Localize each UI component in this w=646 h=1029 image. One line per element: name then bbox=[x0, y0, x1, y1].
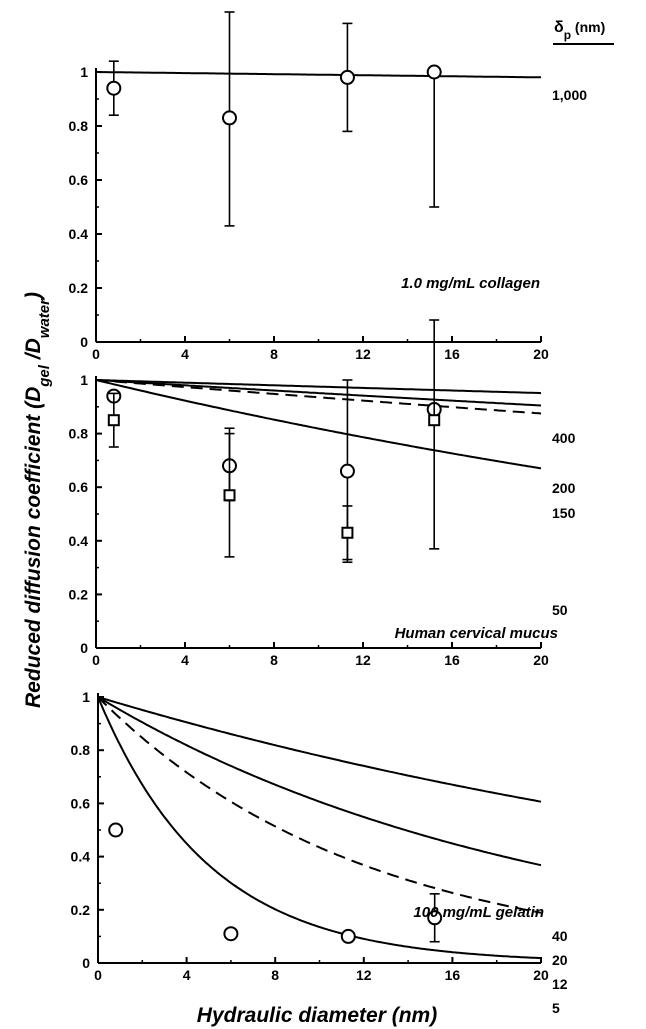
curve-delta-40 bbox=[98, 696, 542, 803]
y-tick-label: 0.2 bbox=[69, 280, 89, 296]
y-axis-title-mid: /D bbox=[22, 338, 45, 365]
curve-label: 150 bbox=[552, 505, 576, 521]
x-tick-label: 8 bbox=[270, 346, 278, 362]
curve-delta-50 bbox=[96, 379, 542, 470]
data-point-circle bbox=[426, 64, 442, 80]
data-point-circle bbox=[106, 80, 122, 96]
y-axis-title: Reduced diffusion coefficient (Dgel /Dwa… bbox=[22, 292, 53, 708]
y-axis-title-suffix: ) bbox=[22, 292, 45, 301]
curve-label: 5 bbox=[552, 1000, 560, 1016]
x-tick-label: 4 bbox=[181, 652, 189, 668]
data-point-square bbox=[341, 526, 354, 539]
y-tick-label: 0.8 bbox=[71, 742, 91, 758]
curve-delta-20 bbox=[98, 696, 542, 867]
data-point-circle bbox=[339, 69, 355, 85]
x-tick-label: 20 bbox=[533, 346, 549, 362]
data-point-circle bbox=[108, 822, 124, 838]
data-point-circle bbox=[427, 910, 443, 926]
y-tick-label: 0.4 bbox=[69, 533, 89, 549]
x-tick-label: 16 bbox=[444, 346, 460, 362]
y-tick-label: 0.6 bbox=[71, 795, 91, 811]
x-tick-label: 0 bbox=[92, 346, 100, 362]
curve-label: 1,000 bbox=[552, 87, 587, 103]
x-tick-label: 12 bbox=[355, 652, 371, 668]
x-tick-label: 0 bbox=[94, 967, 102, 983]
legend-title-main: δ bbox=[554, 19, 564, 36]
data-point-circle bbox=[340, 928, 356, 944]
curve-delta-5 bbox=[98, 696, 542, 960]
y-tick-label: 1 bbox=[82, 689, 90, 705]
y-tick-label: 1 bbox=[80, 64, 88, 80]
x-tick-label: 20 bbox=[533, 967, 549, 983]
x-tick-label: 4 bbox=[181, 346, 189, 362]
x-tick-label: 4 bbox=[183, 967, 191, 983]
panel-annotation: 100 mg/mL gelatin bbox=[413, 904, 544, 921]
x-tick-label: 0 bbox=[92, 652, 100, 668]
curve-label: 200 bbox=[552, 480, 576, 496]
chart-panel-1: 0 4 8 12 16 20 0 0.2 0.4 0.6 0.8 1 1,000 1.0 mg/mL co… bbox=[69, 11, 587, 362]
legend-title-unit: (nm) bbox=[571, 19, 605, 35]
data-point-square bbox=[223, 489, 236, 502]
curve-label: 40 bbox=[552, 928, 568, 944]
y-tick-label: 0 bbox=[80, 640, 88, 656]
chart-panel-2: 0 4 8 12 16 2000.20.40.60.8140020015050Human … bbox=[69, 319, 576, 668]
panel-annotation: 1.0 mg/mL collagen bbox=[401, 275, 540, 292]
x-tick-label: 8 bbox=[270, 652, 278, 668]
x-tick-label: 20 bbox=[533, 652, 549, 668]
x-tick-label: 16 bbox=[444, 652, 460, 668]
y-tick-label: 0.8 bbox=[69, 118, 89, 134]
legend-title-sub: p bbox=[564, 28, 571, 42]
curve-label: 12 bbox=[552, 976, 568, 992]
curve-delta-200 bbox=[96, 379, 542, 407]
x-tick-label: 8 bbox=[271, 967, 279, 983]
curve-delta-12 bbox=[98, 696, 542, 914]
data-point-circle bbox=[223, 926, 239, 942]
x-tick-label: 12 bbox=[355, 346, 371, 362]
y-tick-label: 0 bbox=[80, 334, 88, 350]
legend-title-text: δp (nm) bbox=[554, 19, 605, 42]
curve-label: 400 bbox=[552, 430, 576, 446]
y-tick-label: 0.6 bbox=[69, 172, 89, 188]
curve-delta-150 bbox=[96, 379, 542, 415]
data-point-circle bbox=[339, 463, 355, 479]
x-tick-label: 12 bbox=[356, 967, 372, 983]
curve-delta-1000 bbox=[96, 71, 541, 79]
data-point-square bbox=[107, 414, 120, 427]
data-point-square bbox=[428, 414, 441, 427]
y-axis-title-sub2: water bbox=[36, 298, 53, 338]
legend-title: δp (nm) bbox=[553, 19, 614, 45]
y-tick-label: 0.4 bbox=[71, 849, 91, 865]
y-tick-label: 1 bbox=[80, 372, 88, 388]
data-point-circle bbox=[222, 110, 237, 126]
y-tick-label: 0.2 bbox=[71, 902, 91, 918]
y-tick-label: 0 bbox=[82, 955, 90, 971]
curve-label: 50 bbox=[552, 602, 568, 618]
y-tick-label: 0.2 bbox=[69, 586, 89, 602]
y-tick-label: 0.6 bbox=[69, 479, 89, 495]
curve-label: 20 bbox=[552, 952, 568, 968]
y-tick-label: 0.4 bbox=[69, 226, 89, 242]
x-tick-label: 16 bbox=[445, 967, 461, 983]
curve-delta-400 bbox=[96, 379, 542, 395]
y-tick-label: 0.8 bbox=[69, 426, 89, 442]
panel-annotation: Human cervical mucus bbox=[395, 625, 558, 642]
x-axis-title: Hydraulic diameter (nm) bbox=[197, 1004, 437, 1027]
y-axis-title-prefix: Reduced diffusion coefficient (D bbox=[22, 387, 45, 708]
y-axis-title-sub1: gel bbox=[36, 364, 53, 388]
